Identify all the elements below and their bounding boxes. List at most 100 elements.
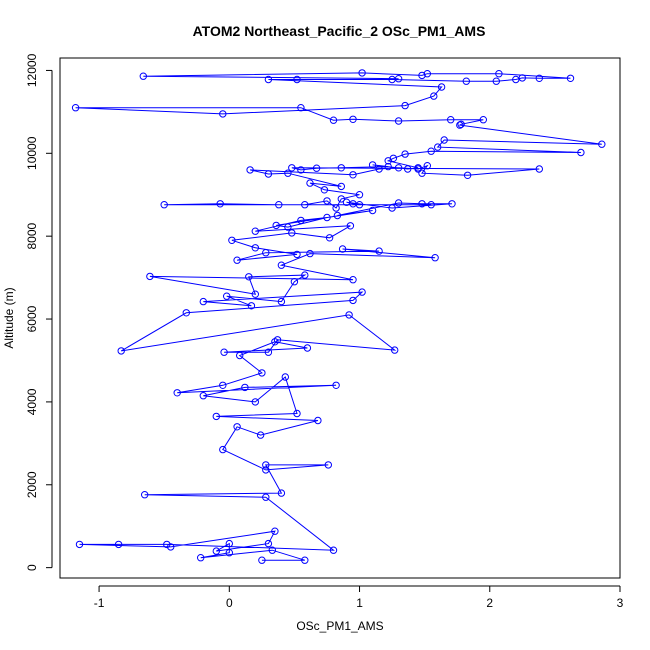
- data-point: [324, 461, 332, 469]
- data-point: [306, 249, 314, 258]
- data-point: [329, 116, 338, 124]
- data-point: [262, 466, 270, 474]
- data-point: [225, 549, 234, 557]
- data-point: [418, 71, 426, 80]
- data-point: [401, 150, 409, 158]
- data-point: [388, 204, 396, 212]
- data-point: [182, 309, 191, 317]
- data-point: [358, 69, 366, 77]
- data-point: [427, 147, 435, 155]
- data-point: [440, 136, 448, 144]
- data-point: [262, 249, 270, 257]
- data-point: [355, 191, 364, 199]
- data-point: [368, 161, 377, 169]
- data-point: [163, 540, 171, 549]
- data-point: [264, 539, 273, 548]
- data-point: [277, 261, 286, 269]
- data-point: [320, 186, 329, 194]
- data-point: [264, 348, 273, 356]
- data-point: [598, 140, 606, 148]
- data-point: [401, 101, 409, 110]
- data-point: [301, 271, 309, 279]
- data-point: [462, 77, 470, 85]
- data-point: [251, 227, 260, 235]
- data-point: [272, 221, 280, 230]
- chart-title: ATOM2 Northeast_Pacific_2 OSc_PM1_AMS: [193, 23, 486, 39]
- data-point: [301, 556, 309, 564]
- data-point: [167, 543, 175, 551]
- data-point: [375, 165, 383, 173]
- data-point: [271, 527, 279, 535]
- data-point: [329, 546, 338, 554]
- data-point: [173, 389, 181, 397]
- data-point: [268, 546, 276, 554]
- data-point: [212, 547, 221, 555]
- data-point: [349, 276, 357, 284]
- data-point: [358, 288, 366, 296]
- data-point: [325, 234, 334, 242]
- x-tick-label: -1: [94, 596, 105, 610]
- data-point: [251, 398, 260, 406]
- data-point: [264, 75, 273, 84]
- data-point: [284, 169, 292, 177]
- y-axis-label: Altitude (m): [2, 287, 16, 348]
- data-point: [223, 292, 231, 300]
- data-point: [355, 201, 364, 209]
- data-point: [492, 77, 500, 85]
- data-point: [423, 70, 431, 78]
- data-point: [251, 244, 260, 252]
- data-point: [349, 296, 357, 305]
- data-point: [258, 369, 266, 377]
- data-point: [146, 272, 154, 281]
- data-point: [448, 200, 456, 208]
- data-point: [337, 164, 345, 172]
- y-axis: 0 2000 4000 6000 8000 10000 12000: [25, 53, 53, 571]
- data-point: [199, 392, 208, 400]
- data-point: [312, 164, 321, 172]
- x-axis: -1 0 1 2 3: [94, 585, 624, 610]
- data-point: [293, 409, 301, 418]
- data-point: [117, 347, 125, 355]
- data-point: [284, 223, 292, 231]
- y-tick-label: 12000: [25, 53, 39, 87]
- data-point: [246, 166, 254, 174]
- x-axis-label: OSc_PM1_AMS: [296, 619, 383, 633]
- data-point: [236, 351, 244, 360]
- data-point: [456, 121, 464, 129]
- data-point: [427, 201, 435, 209]
- data-point: [220, 348, 228, 356]
- data-point: [323, 213, 331, 222]
- data-point: [384, 162, 392, 171]
- y-tick-label: 8000: [25, 222, 39, 249]
- data-point: [418, 169, 426, 177]
- plot-frame: [59, 57, 621, 579]
- x-tick-label: 0: [226, 596, 233, 610]
- data-point: [463, 171, 472, 180]
- data-point: [447, 116, 455, 124]
- data-point: [241, 383, 249, 392]
- data-point: [288, 229, 296, 237]
- data-point: [394, 199, 403, 207]
- data-point: [247, 302, 256, 310]
- data-point: [332, 381, 340, 389]
- x-tick-label: 1: [356, 596, 363, 610]
- data-point: [273, 336, 282, 344]
- data-point: [114, 540, 123, 549]
- data-point: [71, 104, 80, 112]
- data-point: [297, 216, 305, 225]
- data-point: [293, 75, 301, 84]
- data-point: [288, 164, 296, 172]
- data-point: [535, 74, 543, 83]
- data-point: [262, 461, 270, 469]
- data-point: [306, 179, 314, 187]
- data-point: [314, 416, 322, 425]
- data-point: [75, 540, 84, 549]
- data-point: [290, 278, 299, 286]
- data-point: [535, 165, 543, 173]
- data-point: [233, 423, 241, 431]
- data-point: [301, 201, 309, 209]
- data-point: [233, 256, 241, 264]
- data-point: [434, 143, 442, 151]
